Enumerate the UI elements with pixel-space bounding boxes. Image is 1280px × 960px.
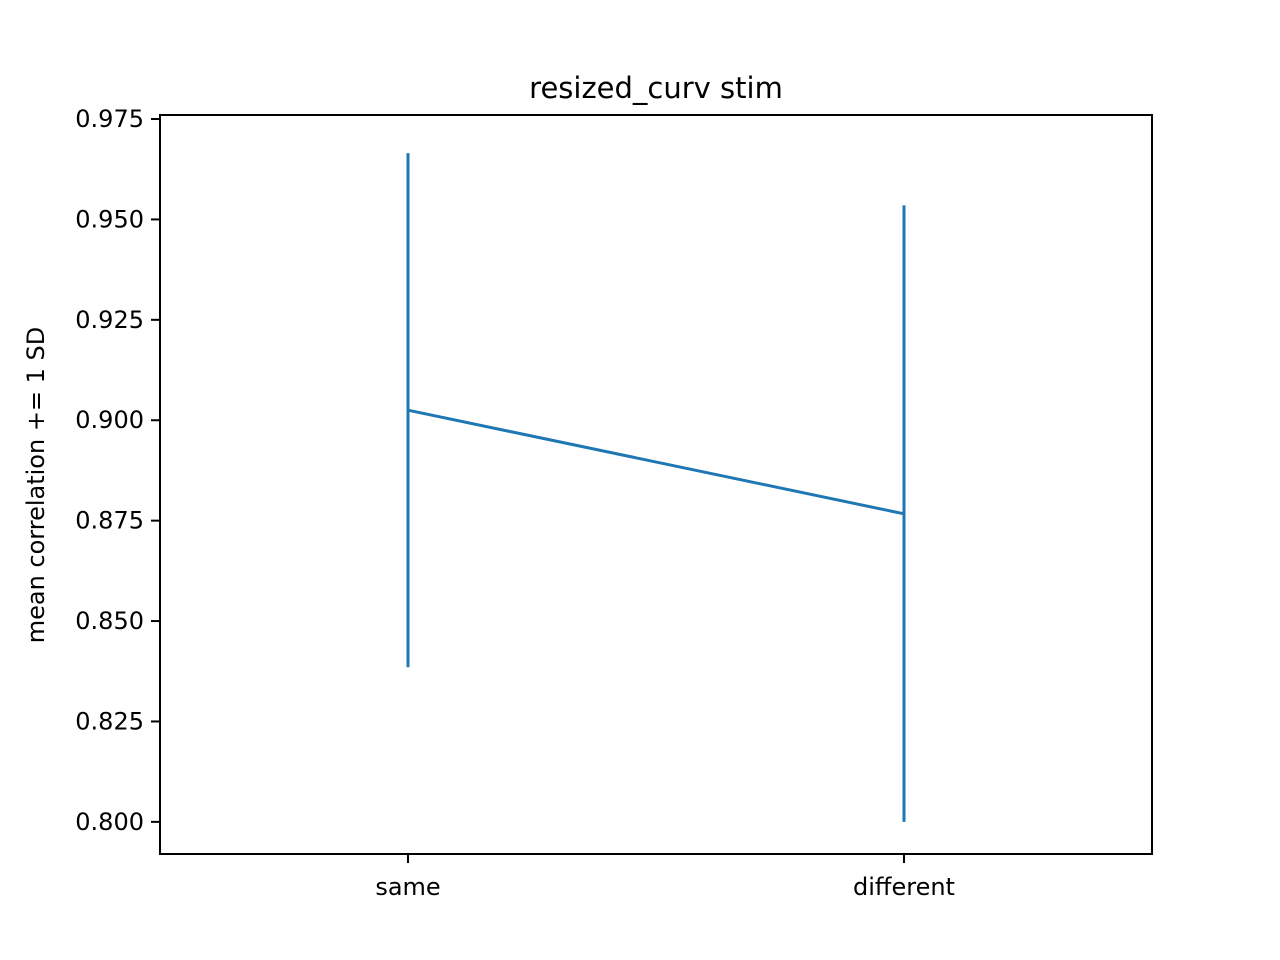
series-line	[407, 408, 905, 516]
y-axis-label: mean correlation += 1 SD	[22, 327, 50, 644]
chart-title: resized_curv stim	[529, 71, 783, 105]
x-tick-label: different	[853, 873, 955, 901]
plot-frame	[159, 114, 1153, 855]
plot-marks	[406, 153, 906, 822]
y-tick-label: 0.850	[75, 607, 144, 635]
y-tick-label: 0.975	[75, 105, 144, 133]
y-tick-label: 0.875	[75, 507, 144, 535]
y-axis-ticks: 0.800 0.825 0.850 0.875 0.900 0.925 0.950 0.975	[75, 105, 160, 836]
y-tick-label: 0.900	[75, 406, 144, 434]
x-tick-label: same	[375, 873, 440, 901]
x-axis-ticks: same different	[375, 854, 955, 901]
y-tick-label: 0.925	[75, 306, 144, 334]
y-tick-label: 0.825	[75, 707, 144, 735]
y-tick-label: 0.800	[75, 808, 144, 836]
y-tick-label: 0.950	[75, 205, 144, 233]
